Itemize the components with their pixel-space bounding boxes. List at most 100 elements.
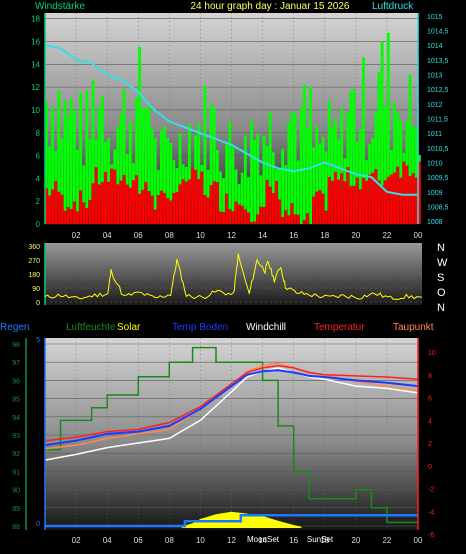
- ground-temp-line: [44, 369, 419, 447]
- wind-gust-bar: [113, 149, 117, 170]
- wind-avg-bar: [306, 213, 309, 224]
- p1-x-tick: 20: [351, 231, 360, 240]
- wind-avg-bar: [250, 222, 253, 224]
- direction-line: [44, 253, 423, 301]
- wind-gust-bar: [147, 106, 151, 192]
- wind-gust-bar: [324, 151, 328, 211]
- p3-right-tick: 2: [428, 441, 432, 448]
- wind-gust-bar: [153, 138, 157, 210]
- wind-gust-bar: [82, 165, 86, 203]
- wind-gust-bar: [54, 150, 58, 182]
- wind-gust-bar: [390, 150, 393, 175]
- wind-avg-bar: [275, 181, 278, 224]
- wind-gust-bar: [79, 92, 82, 191]
- wind-gust-bar: [76, 149, 79, 212]
- wind-avg-bar: [91, 183, 95, 224]
- wind-avg-bar: [172, 193, 176, 224]
- wind-avg-bar: [243, 209, 247, 224]
- wind-avg-bar: [215, 182, 219, 224]
- wind-avg-bar: [237, 204, 241, 224]
- wind-avg-bar: [324, 210, 328, 224]
- wind-gust-bar: [247, 177, 250, 213]
- wind-direction-letter: N: [437, 302, 445, 314]
- wind-avg-bar: [284, 210, 288, 224]
- wind-avg-bar: [287, 215, 291, 224]
- wind-gust-bar: [85, 91, 89, 209]
- wind-gust-bar: [66, 116, 70, 208]
- p3-right-tick: 0: [428, 464, 432, 471]
- wind-gust-bar: [132, 163, 135, 181]
- wind-avg-bar: [411, 173, 415, 224]
- wind-avg-bar: [45, 188, 48, 224]
- wind-avg-bar: [321, 193, 325, 224]
- wind-gust-bar: [45, 101, 48, 189]
- wind-gust-bar: [212, 108, 216, 182]
- wind-avg-bar: [163, 192, 166, 224]
- wind-avg-bar: [386, 176, 390, 224]
- wind-avg-bar: [315, 191, 319, 224]
- wind-avg-bar: [153, 209, 157, 224]
- p1-left-tick: 4: [36, 174, 41, 183]
- wind-gust-bar: [337, 139, 340, 180]
- wind-gust-bar: [178, 133, 182, 185]
- wind-gust-bar: [110, 164, 114, 169]
- wind-avg-bar: [63, 210, 67, 224]
- wind-avg-bar: [290, 203, 294, 224]
- wind-avg-bar: [184, 181, 188, 224]
- p3-left-tick: 95: [12, 397, 20, 404]
- p3-right-tick: -2: [428, 487, 434, 494]
- p1-right-tick: 1009,5: [427, 175, 449, 182]
- p1-right-tick: 1010,5: [427, 146, 449, 153]
- wind-avg-bar: [122, 174, 126, 224]
- wind-gust-bar: [104, 141, 107, 173]
- wind-avg-bar: [327, 177, 331, 224]
- wind-gust-bar: [334, 118, 337, 172]
- wind-gust-bar: [243, 135, 247, 210]
- wind-gust-bar: [228, 121, 232, 210]
- wind-gust-bar: [72, 109, 76, 202]
- wind-avg-bar: [302, 219, 306, 224]
- wind-gust-bar: [386, 32, 390, 177]
- wind-gust-bar: [107, 138, 110, 182]
- wind-gust-bar: [371, 138, 375, 173]
- p2-left-tick: 180: [28, 272, 40, 279]
- wind-avg-bar: [191, 167, 194, 224]
- wind-gust-bar: [259, 175, 263, 207]
- wind-avg-bar: [268, 186, 272, 224]
- p1-x-tick: 18: [320, 231, 329, 240]
- wind-avg-bar: [160, 190, 163, 224]
- p1-right-tick: 1012: [427, 102, 443, 109]
- wind-avg-bar: [60, 194, 64, 224]
- wind-gust-bar: [315, 125, 319, 192]
- p1-right-tick: 1011,5: [427, 117, 448, 124]
- p1-x-tick: 12: [227, 231, 236, 240]
- wind-avg-bar: [88, 200, 92, 224]
- wind-gust-bar: [284, 165, 288, 211]
- wind-gust-bar: [194, 135, 198, 170]
- wind-avg-bar: [206, 197, 210, 224]
- wind-avg-bar: [135, 175, 138, 224]
- wind-avg-bar: [66, 207, 70, 224]
- wind-avg-bar: [265, 179, 269, 224]
- wind-gust-bar: [160, 130, 163, 191]
- p3-left-tick: 88: [12, 524, 20, 531]
- wind-gust-bar: [169, 142, 173, 201]
- wind-gust-bar: [88, 138, 92, 201]
- wind-avg-bar: [100, 182, 104, 224]
- wind-gust-bar: [125, 153, 129, 185]
- wind-avg-bar: [340, 173, 344, 224]
- wind-gust-bar: [51, 107, 55, 190]
- wind-avg-bar: [247, 212, 250, 224]
- p3-left-tick: 98: [12, 342, 20, 349]
- wind-gust-bar: [380, 41, 384, 186]
- p1-left-tick: 12: [31, 83, 40, 92]
- wind-gust-bar: [321, 136, 325, 194]
- wind-gust-bar: [219, 171, 222, 212]
- p1-x-tick: 04: [103, 231, 112, 240]
- wind-avg-bar: [296, 214, 300, 224]
- wind-avg-bar: [107, 181, 110, 224]
- wind-avg-bar: [393, 172, 396, 224]
- p3-x-tick: 02: [72, 536, 81, 545]
- wind-gust-bar: [290, 112, 294, 204]
